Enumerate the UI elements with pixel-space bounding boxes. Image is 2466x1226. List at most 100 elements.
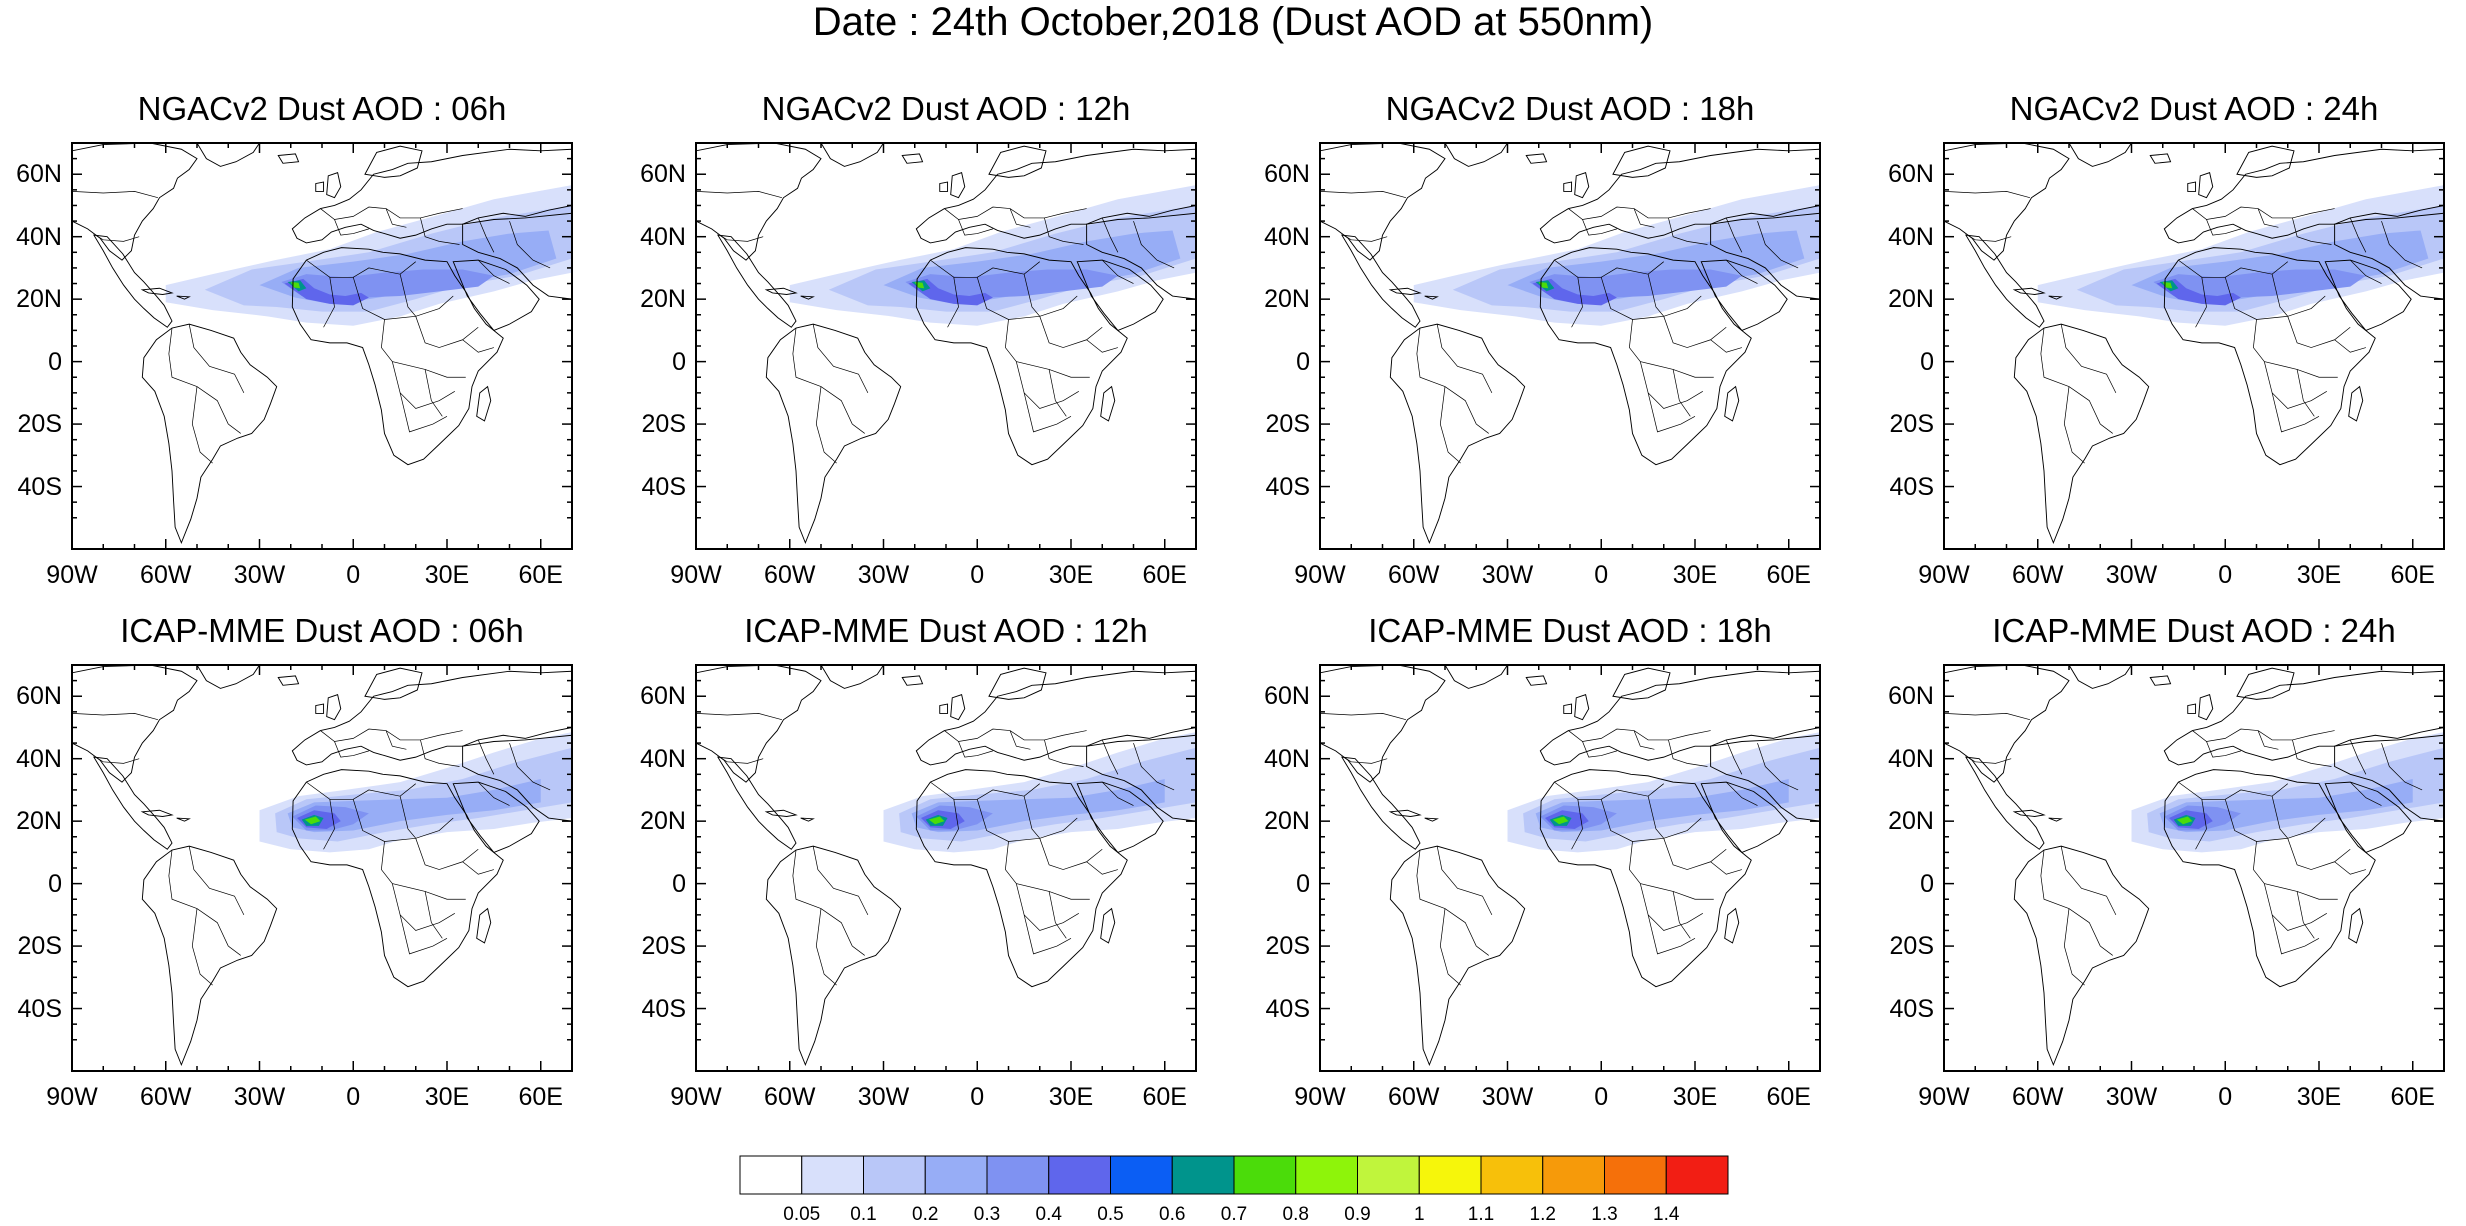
lon-label: 30W — [1481, 1083, 1534, 1111]
colorbar-label: 0.4 — [1035, 1204, 1062, 1225]
figure-title: Date : 24th October,2018 (Dust AOD at 55… — [812, 0, 1654, 44]
lat-label: 40N — [1888, 222, 1934, 251]
lon-label: 60W — [764, 561, 816, 589]
lon-label: 60E — [1766, 1083, 1811, 1111]
dust-plume — [259, 732, 572, 853]
lon-label: 0 — [1594, 561, 1609, 589]
lat-label: 40N — [16, 744, 62, 773]
colorbar-label: 0.05 — [783, 1204, 821, 1225]
colorbar-swatch — [1295, 1155, 1358, 1195]
lat-label: 40S — [641, 994, 686, 1023]
lat-label: 20N — [1888, 285, 1934, 314]
colorbar-label: 1.1 — [1467, 1204, 1495, 1225]
lon-label: 30W — [233, 1083, 286, 1111]
lat-label: 60N — [640, 682, 686, 711]
lon-label: 0 — [2218, 561, 2233, 589]
lat-label: 0 — [672, 347, 686, 376]
lat-label: 40S — [1889, 994, 1934, 1023]
colorbar-swatch — [1171, 1155, 1235, 1195]
colorbar-label: 0.8 — [1282, 1204, 1309, 1225]
lon-label: 60W — [1388, 1083, 1440, 1111]
dust-plume — [1413, 185, 1820, 326]
panel-title-ngac-24: NGACv2 Dust AOD : 24h — [2009, 90, 2379, 127]
colorbar-swatch — [1665, 1155, 1729, 1195]
lat-label: 40N — [640, 744, 686, 773]
colorbar-swatch — [801, 1155, 864, 1195]
lat-label: 20N — [640, 807, 686, 836]
lat-label: 20S — [1889, 410, 1934, 439]
colorbar-label: 1.4 — [1653, 1204, 1680, 1225]
lat-label: 60N — [1888, 682, 1934, 711]
lat-label: 60N — [1888, 160, 1934, 189]
colorbar-label: 1 — [1413, 1204, 1425, 1225]
lon-label: 30E — [1048, 1083, 1094, 1111]
map-panel-ngac-06 — [71, 142, 573, 550]
colorbar-swatch — [1604, 1155, 1667, 1195]
lon-label: 90W — [1918, 1083, 1970, 1111]
lon-label: 0 — [2218, 1083, 2233, 1111]
colorbar-swatch — [1480, 1155, 1544, 1195]
map-frame — [1943, 664, 2445, 1072]
lat-label: 40S — [17, 472, 62, 501]
dust-plume — [2037, 185, 2444, 326]
colorbar-label: 0.3 — [973, 1204, 1001, 1225]
lat-label: 0 — [1920, 347, 1934, 376]
panel-title-icap-12: ICAP-MME Dust AOD : 12h — [744, 612, 1148, 649]
lat-label: 40S — [1265, 994, 1310, 1023]
colorbar-swatch — [863, 1155, 926, 1195]
colorbar-label: 0.1 — [850, 1204, 877, 1225]
lat-label: 60N — [16, 160, 62, 189]
lon-label: 30W — [2105, 561, 2158, 589]
colorbar-swatch — [1418, 1155, 1482, 1195]
lat-label: 40N — [16, 222, 62, 251]
lon-label: 60W — [2012, 1083, 2064, 1111]
colorbar-swatch — [1542, 1155, 1605, 1195]
lon-label: 0 — [970, 561, 985, 589]
lon-label: 60E — [1766, 561, 1811, 589]
lon-label: 60E — [2390, 1083, 2435, 1111]
colorbar-swatch — [924, 1155, 988, 1195]
lon-label: 90W — [46, 561, 98, 589]
lon-label: 0 — [970, 1083, 985, 1111]
lon-label: 30E — [1672, 561, 1718, 589]
panel-title-icap-24: ICAP-MME Dust AOD : 24h — [1992, 612, 2396, 649]
colorbar-label: 1.3 — [1591, 1204, 1618, 1225]
lat-label: 20N — [1888, 807, 1934, 836]
lat-label: 20S — [1889, 932, 1934, 961]
lon-label: 30W — [857, 1083, 910, 1111]
colorbar-swatch — [1357, 1155, 1420, 1195]
lat-label: 20S — [1265, 932, 1310, 961]
map-frame — [1319, 664, 1821, 1072]
panel-title-icap-18: ICAP-MME Dust AOD : 18h — [1368, 612, 1772, 649]
lon-label: 30W — [1481, 561, 1534, 589]
lon-label: 60W — [140, 1083, 192, 1111]
map-panel-icap-06 — [71, 664, 573, 1072]
dust-plume — [2131, 732, 2444, 853]
map-panel-ngac-12 — [695, 142, 1197, 550]
lat-label: 40S — [17, 994, 62, 1023]
lon-label: 60E — [1142, 1083, 1187, 1111]
colorbar-swatch — [1233, 1155, 1297, 1195]
lat-label: 20N — [16, 807, 62, 836]
lat-label: 60N — [16, 682, 62, 711]
lat-label: 40S — [1889, 472, 1934, 501]
colorbar — [739, 1155, 1729, 1195]
dust-plume — [883, 732, 1196, 853]
colorbar-label: 0.9 — [1344, 1204, 1371, 1225]
colorbar-label: 0.7 — [1220, 1204, 1248, 1225]
lat-label: 20S — [1265, 410, 1310, 439]
lon-label: 30W — [857, 561, 910, 589]
lat-label: 60N — [1264, 682, 1310, 711]
panel-title-ngac-18: NGACv2 Dust AOD : 18h — [1385, 90, 1755, 127]
panel-title-ngac-06: NGACv2 Dust AOD : 06h — [137, 90, 507, 127]
lat-label: 20S — [17, 410, 62, 439]
panel-title-icap-06: ICAP-MME Dust AOD : 06h — [120, 612, 524, 649]
lon-label: 0 — [346, 561, 361, 589]
colorbar-swatch — [986, 1155, 1050, 1195]
lat-label: 20N — [1264, 285, 1310, 314]
lat-label: 0 — [1920, 869, 1934, 898]
map-panel-icap-12 — [695, 664, 1197, 1072]
coastline — [72, 665, 572, 1066]
coastline — [1320, 665, 1820, 1066]
lat-label: 20S — [641, 932, 686, 961]
